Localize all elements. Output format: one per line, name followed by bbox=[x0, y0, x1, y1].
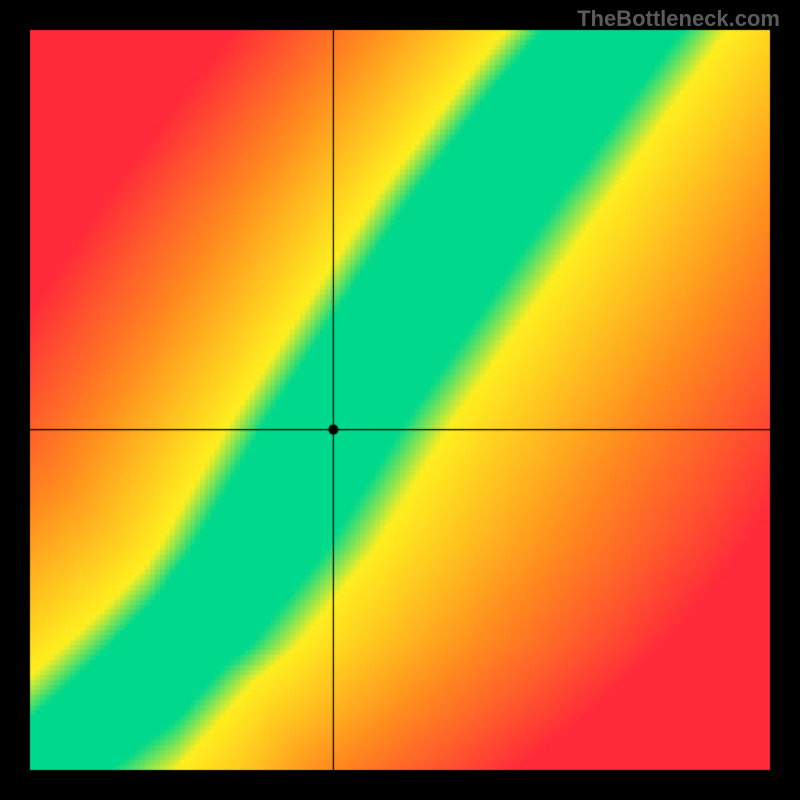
watermark-text: TheBottleneck.com bbox=[577, 6, 780, 32]
chart-container: TheBottleneck.com bbox=[0, 0, 800, 800]
heatmap-canvas bbox=[0, 0, 800, 800]
